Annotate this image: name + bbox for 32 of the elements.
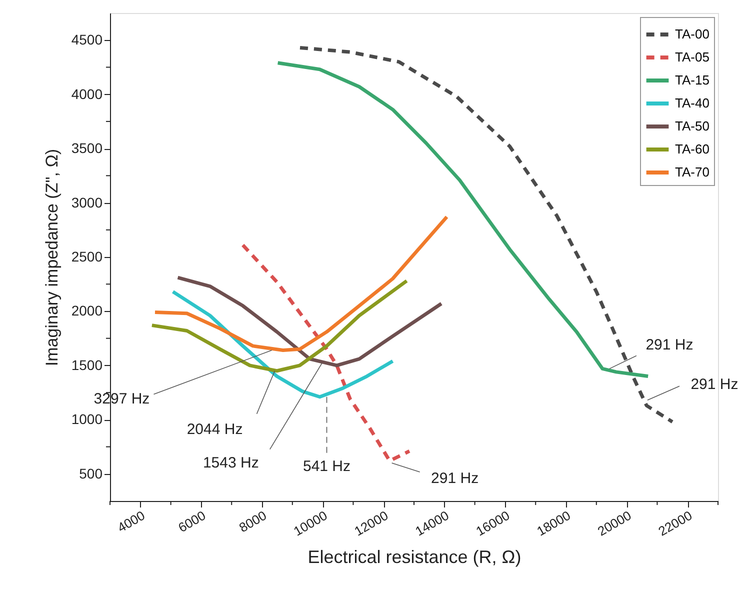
y-tick-label: 500 xyxy=(79,465,103,482)
annotation: 291 Hz xyxy=(646,336,694,354)
annotation: 291 Hz xyxy=(690,376,738,394)
y-tick-label: 1000 xyxy=(71,411,103,428)
legend-label: TA-50 xyxy=(675,118,710,134)
y-axis-title: Imaginary impedance (Z", Ω) xyxy=(42,148,62,366)
x-tick-label: 4000 xyxy=(114,508,148,536)
x-axis-title: Electrical resistance (R, Ω) xyxy=(308,546,522,567)
line-series xyxy=(171,290,394,399)
y-tick-label: 3000 xyxy=(71,194,103,210)
annotation: 2044 Hz xyxy=(186,420,243,438)
line-series xyxy=(176,276,444,368)
legend-label: TA-60 xyxy=(675,142,710,156)
y-tick-label: 1500 xyxy=(71,356,103,373)
x-tick-label: 8000 xyxy=(236,508,269,536)
line-series xyxy=(153,215,449,352)
annotation: 541 Hz xyxy=(302,458,351,475)
y-tick-label: 3500 xyxy=(71,140,103,156)
y-tick-label: 2000 xyxy=(71,302,103,319)
legend-label: TA-15 xyxy=(675,72,710,88)
annotation: 1543 Hz xyxy=(202,454,259,472)
legend-label: TA-05 xyxy=(675,50,710,64)
y-tick-label: 2500 xyxy=(71,248,103,264)
legend-label: TA-40 xyxy=(675,96,710,110)
y-tick-label: 4500 xyxy=(71,32,103,48)
y-tick-label: 4000 xyxy=(71,86,103,102)
legend-label: TA-70 xyxy=(675,164,710,180)
annotation: 291 Hz xyxy=(431,470,479,488)
line-series xyxy=(150,279,408,373)
x-tick-label: 6000 xyxy=(176,508,208,536)
line-series xyxy=(298,46,674,424)
legend-label: TA-00 xyxy=(675,26,710,42)
